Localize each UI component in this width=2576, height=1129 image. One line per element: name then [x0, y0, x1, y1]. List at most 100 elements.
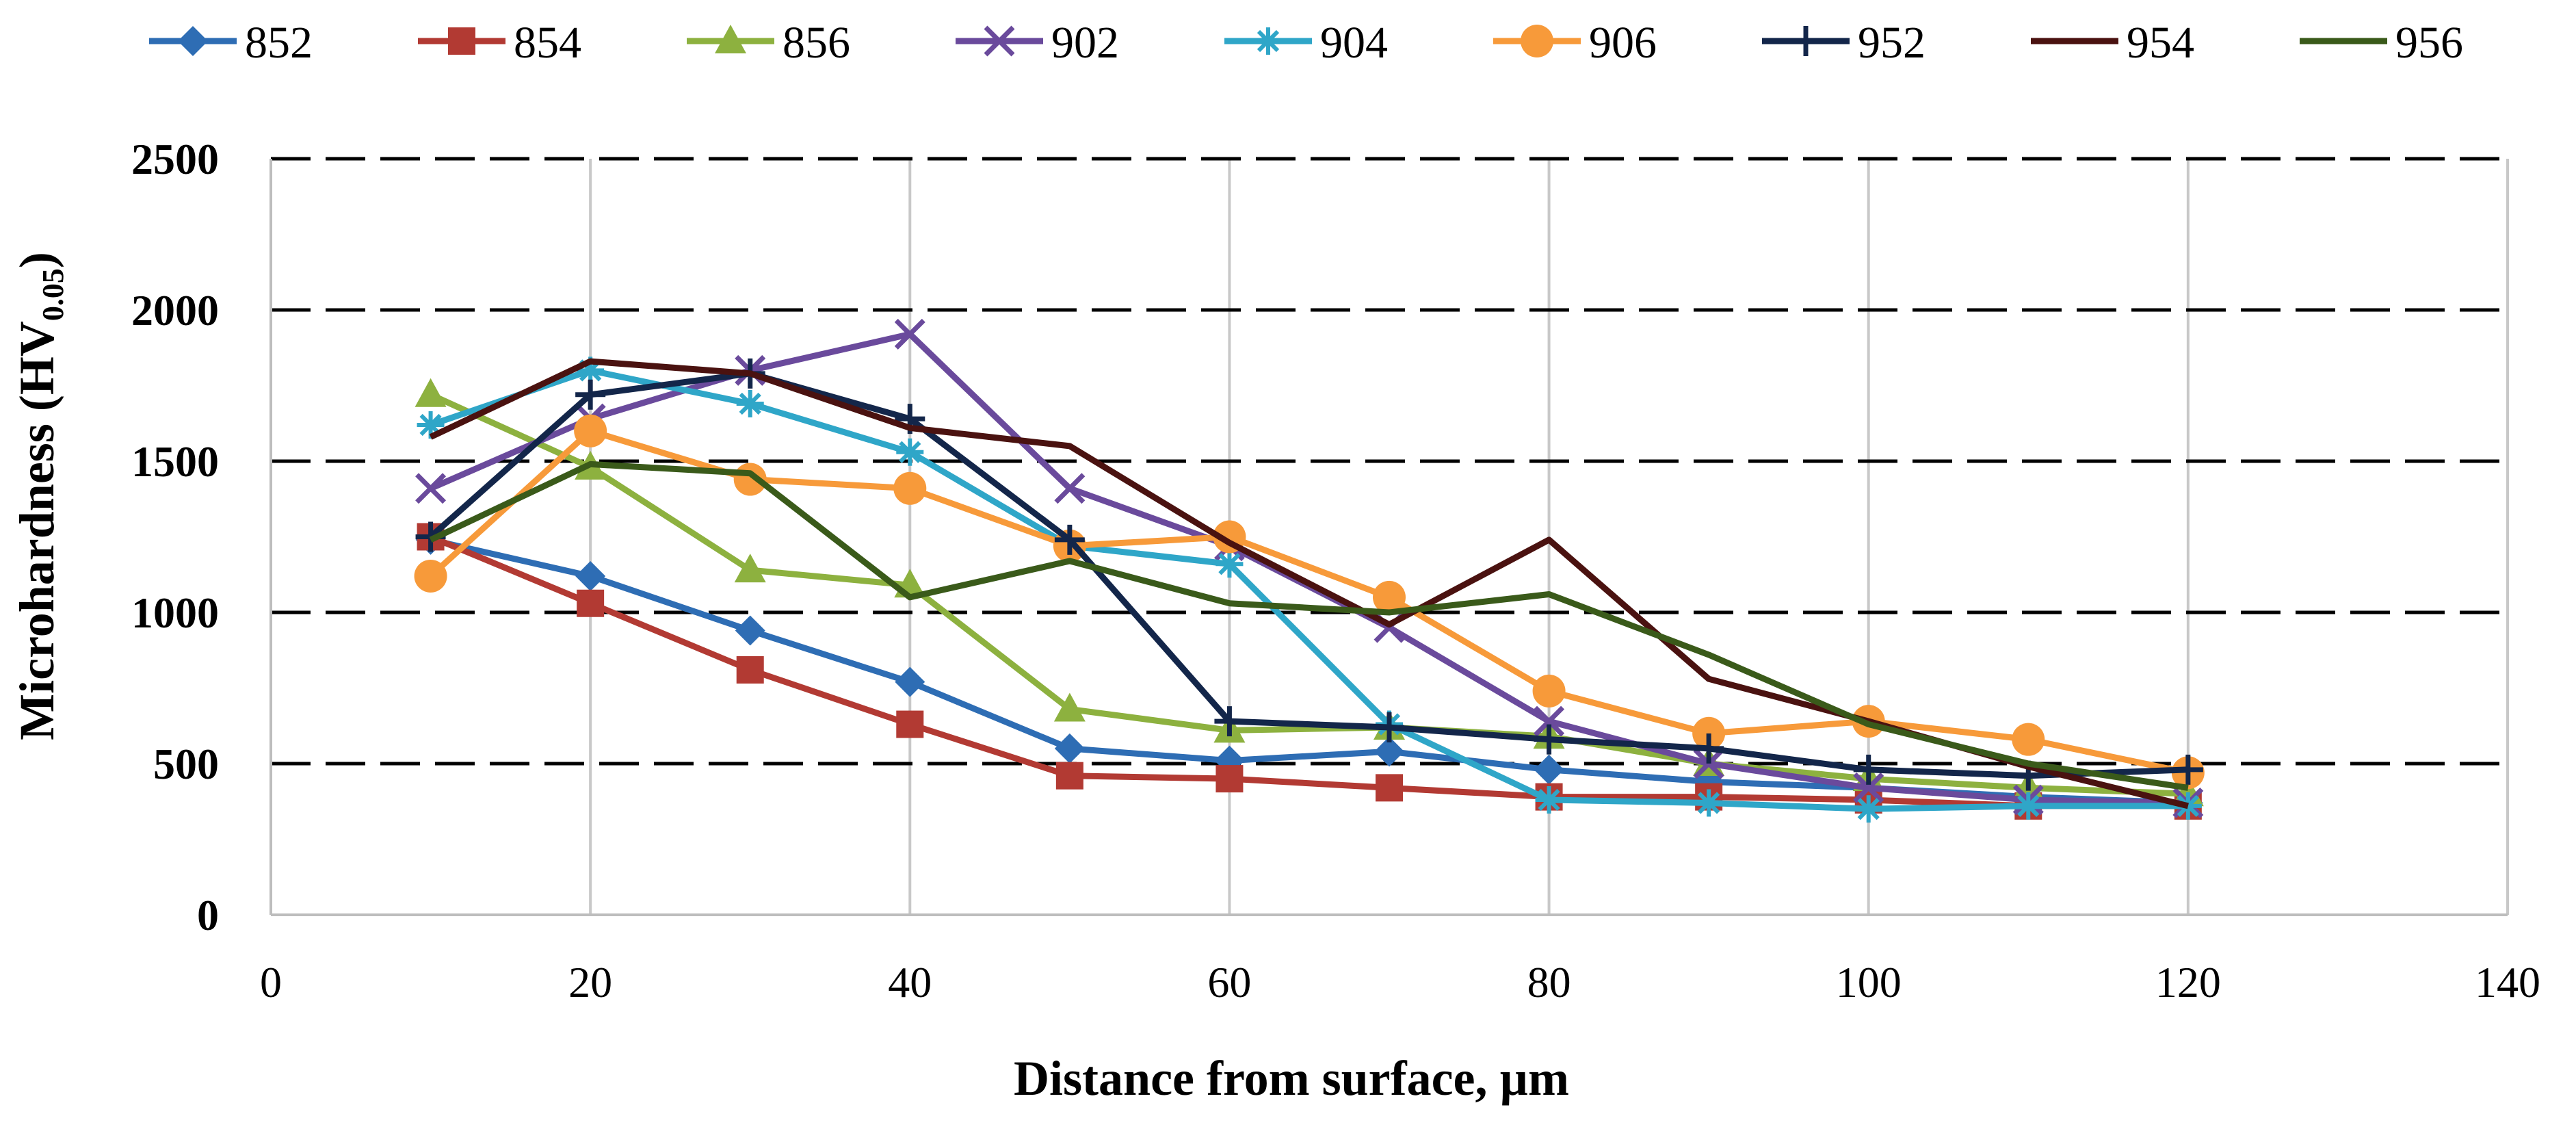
series-line-854 — [429, 534, 2188, 809]
grid — [271, 157, 2509, 915]
data-point-906 — [893, 471, 927, 505]
y-axis-title: Microhardness (HV0.05) — [10, 252, 70, 740]
data-point-852 — [575, 560, 606, 591]
x-tick-label: 120 — [2155, 958, 2221, 1007]
data-point-856 — [415, 378, 447, 407]
data-point-854 — [1376, 774, 1403, 802]
legend-marker-854 — [448, 27, 475, 55]
series-line-904 — [430, 367, 2188, 812]
legend-marker-952 — [1791, 26, 1821, 56]
series-line-856 — [429, 391, 2189, 797]
legend-marker-902 — [984, 25, 1015, 57]
legend-label-856: 856 — [783, 18, 850, 68]
legend-item-952: 952 — [1762, 18, 1926, 68]
y-axis-title-main: Microhardness (HV — [10, 321, 64, 740]
data-point-902 — [1534, 705, 1565, 737]
series-line-952 — [428, 370, 2189, 779]
data-point-902 — [1693, 748, 1724, 779]
data-point-904 — [2014, 792, 2042, 820]
x-tick-label: 0 — [260, 958, 282, 1007]
axes — [270, 159, 2508, 916]
series-904 — [417, 356, 2202, 823]
y-tick-label: 1500 — [131, 437, 219, 486]
data-point-952 — [1374, 712, 1404, 742]
data-point-854 — [577, 589, 605, 617]
series-layer — [414, 318, 2205, 823]
data-point-852 — [1054, 733, 1085, 764]
legend-item-856: 856 — [687, 18, 850, 68]
legend-item-956: 956 — [2300, 18, 2463, 68]
x-tick-label: 80 — [1527, 958, 1571, 1007]
data-point-904 — [1535, 786, 1563, 814]
data-point-904 — [1854, 795, 1882, 823]
data-point-906 — [574, 414, 607, 447]
data-point-904 — [736, 390, 764, 418]
data-point-902 — [894, 318, 925, 350]
legend-label-904: 904 — [1320, 18, 1388, 68]
data-point-902 — [415, 473, 447, 504]
data-point-852 — [735, 615, 765, 646]
data-point-904 — [577, 356, 605, 385]
data-point-856 — [1053, 692, 1086, 722]
legend-label-954: 954 — [2127, 18, 2194, 68]
data-point-906 — [414, 559, 447, 593]
x-tick-labels: 0 20 40 60 80 100 120 140 — [260, 958, 2540, 1007]
data-point-952 — [1214, 706, 1245, 737]
data-point-952 — [2172, 754, 2203, 785]
data-point-904 — [896, 438, 924, 466]
data-point-952 — [1853, 754, 1884, 785]
legend: 852 854 856 902 904 906 952 954 956 — [149, 18, 2463, 68]
data-point-906 — [1373, 580, 1406, 614]
data-point-854 — [736, 656, 764, 684]
x-tick-label: 20 — [568, 958, 612, 1007]
data-point-854 — [1055, 762, 1083, 790]
x-axis-title: Distance from surface, µm — [1014, 1051, 1569, 1106]
legend-item-902: 902 — [956, 18, 1119, 68]
data-point-852 — [1374, 736, 1404, 767]
legend-marker-904 — [1254, 27, 1282, 55]
data-point-854 — [1215, 765, 1244, 793]
data-point-904 — [1215, 550, 1244, 578]
legend-label-906: 906 — [1589, 18, 1657, 68]
legend-item-854: 854 — [418, 18, 581, 68]
data-point-902 — [1853, 772, 1884, 803]
data-point-902 — [1054, 473, 1086, 504]
data-point-906 — [1532, 674, 1566, 708]
legend-label-852: 852 — [245, 18, 313, 68]
series-line-956 — [429, 460, 2189, 791]
data-point-852 — [895, 666, 925, 697]
series-952 — [415, 358, 2203, 791]
x-tick-label: 140 — [2475, 958, 2540, 1007]
data-point-952 — [1054, 524, 1085, 555]
legend-marker-906 — [1521, 25, 1553, 57]
data-point-852 — [1534, 754, 1564, 785]
legend-label-952: 952 — [1858, 18, 1926, 68]
y-tick-label: 0 — [197, 891, 219, 939]
series-956 — [429, 460, 2189, 791]
y-tick-label: 500 — [153, 740, 219, 788]
legend-label-902: 902 — [1051, 18, 1119, 68]
x-tick-label: 40 — [888, 958, 932, 1007]
data-point-952 — [575, 379, 606, 410]
data-point-856 — [734, 554, 766, 583]
data-point-906 — [1692, 716, 1726, 750]
x-tick-label: 100 — [1836, 958, 1902, 1007]
y-tick-label: 2000 — [131, 286, 219, 335]
legend-marker-856 — [715, 25, 746, 53]
legend-marker-852 — [178, 26, 208, 56]
legend-item-904: 904 — [1224, 18, 1388, 68]
data-point-904 — [417, 411, 445, 439]
y-axis-title-subscript: 0.05 — [36, 268, 70, 321]
legend-label-956: 956 — [2395, 18, 2463, 68]
data-point-854 — [896, 710, 924, 738]
legend-item-852: 852 — [149, 18, 313, 68]
y-tick-labels: 0 500 1000 1500 2000 2500 — [131, 135, 219, 939]
data-point-906 — [2012, 723, 2045, 756]
y-tick-label: 2500 — [131, 135, 219, 183]
data-point-952 — [1694, 733, 1724, 764]
y-tick-label: 1000 — [131, 588, 219, 637]
data-point-952 — [1534, 724, 1564, 755]
y-axis-title-close: ) — [10, 252, 64, 268]
legend-label-854: 854 — [514, 18, 581, 68]
